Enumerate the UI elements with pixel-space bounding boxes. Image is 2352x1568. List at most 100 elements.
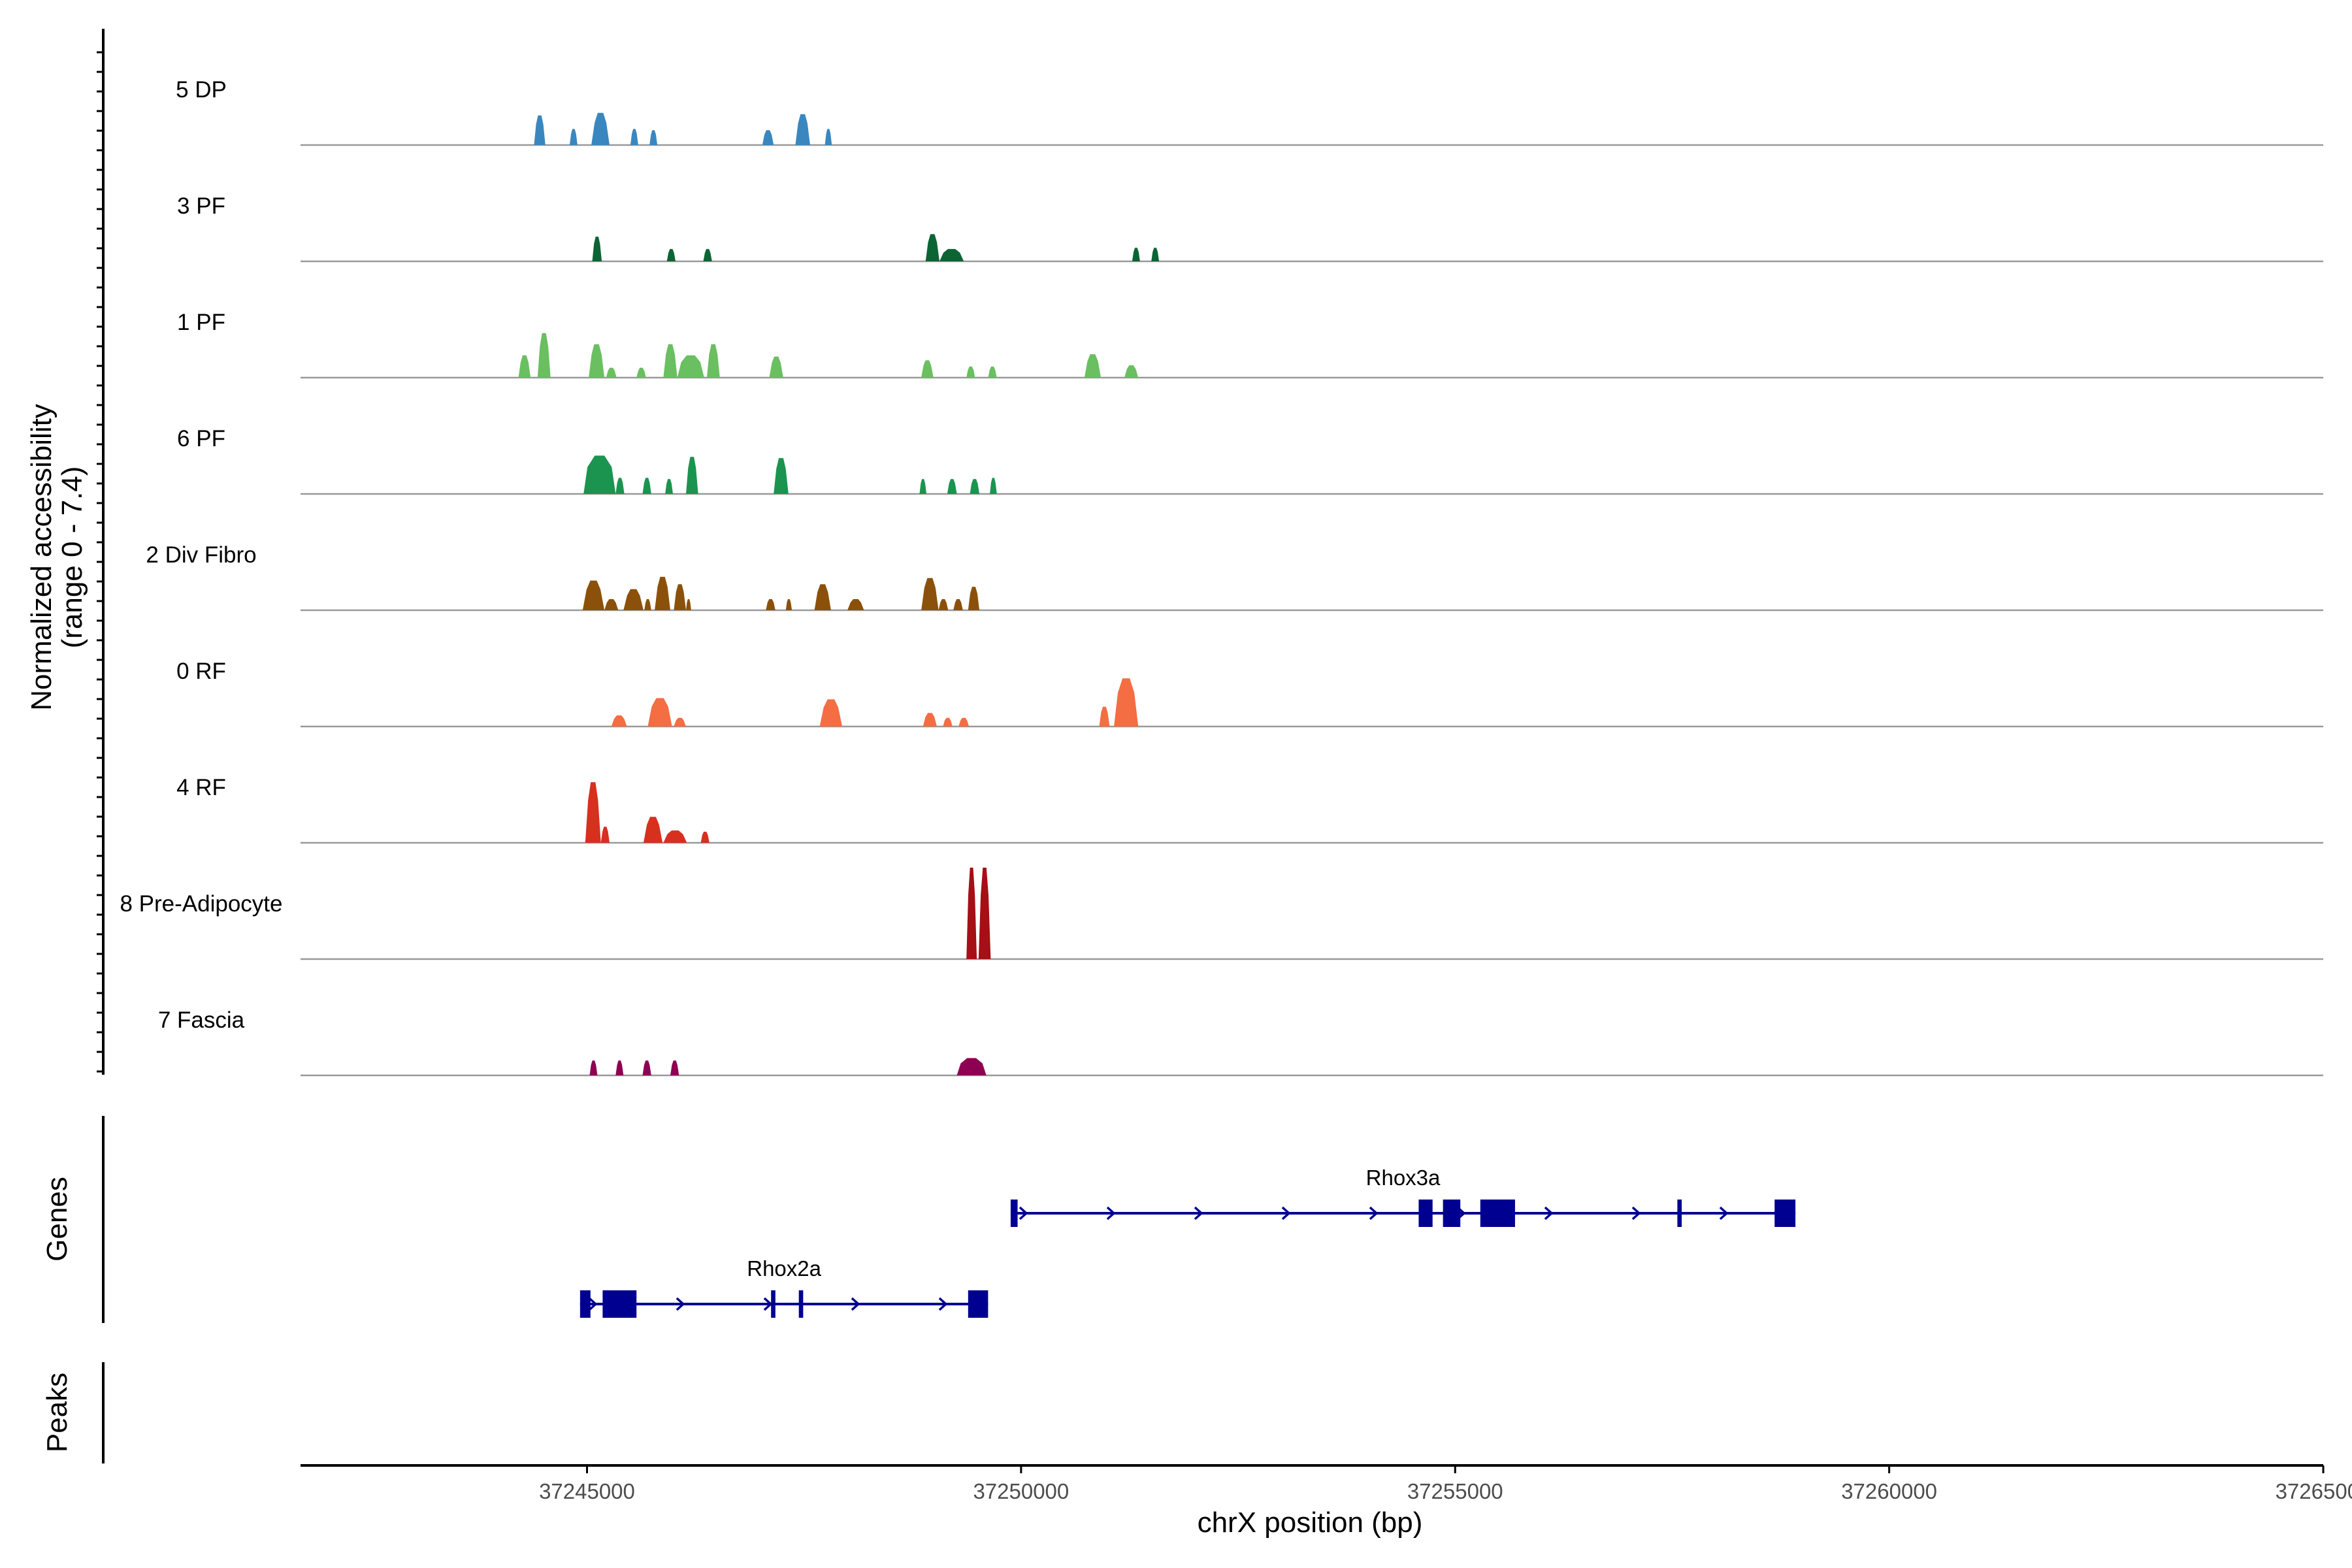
- coverage-peak: [966, 367, 975, 378]
- track-4-rf: 4 RF: [176, 775, 2323, 844]
- strand-arrow: [1719, 1206, 1729, 1220]
- coverage-peak: [706, 344, 720, 378]
- coverage-peak: [636, 367, 646, 378]
- track-6-pf: 6 PF: [177, 426, 2323, 495]
- strand-arrow: [1019, 1206, 1028, 1220]
- coverage-peak: [537, 333, 551, 378]
- track-5-dp: 5 DP: [176, 77, 2323, 146]
- coverage-peak: [643, 817, 663, 843]
- coverage-peak: [762, 130, 774, 145]
- coverage-peak: [847, 599, 864, 610]
- coverage-peak: [956, 1058, 987, 1075]
- coverage-peak: [1124, 365, 1139, 378]
- coverage-peak: [670, 1060, 679, 1075]
- strand-arrow: [1544, 1206, 1554, 1220]
- gene-exon: [771, 1290, 776, 1318]
- strand-arrow: [1194, 1206, 1203, 1220]
- coverage-peak: [592, 237, 602, 261]
- track-label: 5 DP: [176, 77, 227, 103]
- coverage-peak: [582, 580, 605, 610]
- gene-name: Rhox2a: [747, 1256, 821, 1281]
- coverage-peak: [968, 587, 980, 610]
- gene-exon: [1010, 1200, 1018, 1227]
- coverage-peak: [819, 699, 843, 727]
- coverage-peak: [615, 1060, 624, 1075]
- strand-arrow: [1631, 1206, 1641, 1220]
- coverage-peak: [655, 576, 670, 610]
- gene-rhox3a: Rhox3a: [1010, 1166, 1796, 1227]
- coverage-peak: [647, 698, 672, 727]
- coverage-peak: [919, 479, 926, 494]
- strand-arrow: [763, 1297, 773, 1311]
- x-axis: 37245000 37250000 37255000 37260000 37265000: [539, 1465, 2352, 1503]
- coverage-peak: [938, 599, 949, 610]
- gene-exon: [602, 1290, 637, 1318]
- track-label: 8 Pre-Adipocyte: [120, 891, 282, 917]
- gene-exon: [1774, 1200, 1796, 1227]
- coverage-peak: [642, 1060, 651, 1075]
- x-tick-label: 37255000: [1407, 1479, 1503, 1503]
- coverage-peak: [1132, 248, 1140, 261]
- coverage-peak: [615, 478, 625, 494]
- track-2-div-fibro: 2 Div Fibro: [146, 542, 2323, 612]
- coverage-peak: [978, 868, 991, 959]
- coverage-peak: [604, 599, 619, 610]
- coverage-peak: [953, 599, 963, 610]
- coverage-peak: [1151, 248, 1160, 261]
- coverage-peak: [686, 599, 691, 610]
- coverage-peak: [785, 599, 792, 610]
- coverage-peak: [686, 457, 698, 494]
- coverage-peak: [970, 479, 980, 494]
- track-label: 0 RF: [176, 659, 226, 684]
- gene-exon: [798, 1290, 804, 1318]
- coverage-peak: [623, 589, 644, 610]
- x-tick-label: 37245000: [539, 1479, 635, 1503]
- coverage-peak: [825, 129, 832, 145]
- gene-exon: [1418, 1200, 1433, 1227]
- coverage-peak: [921, 578, 939, 610]
- coverage-peak: [677, 355, 704, 378]
- x-tick-label: 37265000: [2276, 1479, 2352, 1503]
- coverage-peak: [774, 458, 789, 494]
- coverage-y-ticks: [97, 51, 103, 1073]
- coverage-peak: [518, 355, 531, 378]
- coverage-peak: [1099, 706, 1110, 727]
- coverage-peak: [674, 717, 686, 727]
- coverage-peak: [642, 478, 651, 494]
- coverage-peak: [630, 129, 638, 145]
- coverage-peak: [703, 249, 712, 261]
- track-label: 6 PF: [177, 426, 225, 451]
- coverage-peak: [958, 717, 970, 727]
- gene-exon: [968, 1290, 988, 1318]
- coverage-peak: [583, 455, 616, 494]
- track-7-fascia: 7 Fascia: [158, 1007, 2323, 1077]
- coverage-peak: [674, 584, 686, 610]
- coverage-peak: [921, 360, 934, 378]
- gene-exon: [580, 1290, 591, 1318]
- y-axis-title-line1: Normalized accessibility: [25, 404, 57, 710]
- coverage-peak: [769, 356, 783, 378]
- y-axis-title-line2: (range 0 - 7.4): [56, 466, 88, 649]
- x-tick-label: 37250000: [973, 1479, 1069, 1503]
- coverage-peak: [663, 344, 678, 378]
- gene-name: Rhox3a: [1366, 1166, 1441, 1190]
- gene-track: Rhox3a Rhox2a: [580, 1166, 1796, 1318]
- track-label: 7 Fascia: [158, 1007, 245, 1033]
- strand-arrow: [676, 1297, 685, 1311]
- coverage-peak: [814, 584, 831, 610]
- coverage-peak: [663, 830, 687, 843]
- track-1-pf: 1 PF: [177, 310, 2323, 379]
- coverage-peak: [606, 367, 617, 378]
- strand-arrow: [1281, 1206, 1291, 1220]
- coverage-peak: [966, 868, 977, 959]
- coverage-tracks: 5 DP 3 PF 1 PF 6 PF 2 Div Fibro 0 RF 4 RF 8 Pre…: [120, 77, 2323, 1077]
- x-tick-label: 37260000: [1841, 1479, 1937, 1503]
- coverage-peak: [534, 115, 546, 145]
- coverage-peak: [665, 479, 673, 494]
- coverage-peak: [644, 599, 651, 610]
- coverage-peak: [666, 249, 676, 261]
- coverage-peak: [591, 112, 610, 145]
- coverage-peak: [943, 717, 953, 727]
- coverage-peak: [649, 130, 658, 145]
